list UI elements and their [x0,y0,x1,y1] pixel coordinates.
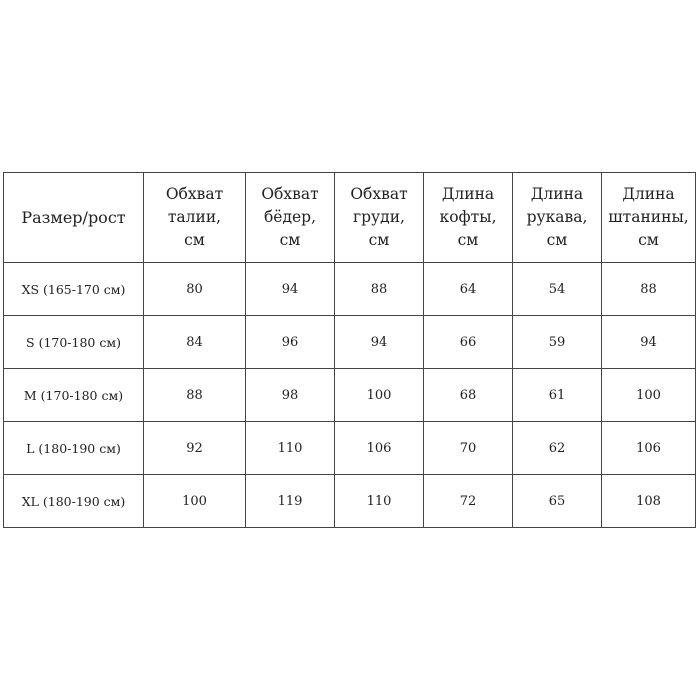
cell-jacket-length: 64 [423,262,513,316]
cell-hips: 110 [245,421,335,475]
cell-size-height: XS (165-170 см) [3,262,144,316]
cell-jacket-length: 70 [423,421,513,475]
header-row: Размер/рост Обхват талии, см Обхват бёдер, см О… [3,172,696,263]
cell-waist: 88 [143,368,246,422]
header-line: см [279,231,301,249]
cell-jacket-length: 66 [423,315,513,369]
cell-sleeve-length: 62 [512,421,602,475]
cell-jacket-length: 72 [423,474,513,528]
cell-trouser-length: 94 [601,315,696,369]
header-line: см [638,231,659,249]
header-line: см [368,231,390,249]
size-chart-table: Размер/рост Обхват талии, см Обхват бёдер, см О… [3,172,696,528]
cell-chest: 100 [334,368,424,422]
header-line: Размер/рост [21,208,126,227]
column-header-trouser-length: Длина штанины, см [601,172,696,263]
header-line: бёдер, [263,208,317,226]
cell-waist: 80 [143,262,246,316]
header-line: талии, [167,208,222,226]
header-line: Длина [622,185,675,203]
cell-trouser-length: 88 [601,262,696,316]
cell-jacket-length: 68 [423,368,513,422]
header-line: Обхват [165,185,224,203]
header-line: см [546,231,568,249]
cell-sleeve-length: 54 [512,262,602,316]
cell-size-height: M (170-180 см) [3,368,144,422]
header-line: Обхват [261,185,319,203]
header-line: кофты, [439,208,497,226]
table-row: M (170-180 см) 88 98 100 68 61 100 [3,368,696,422]
cell-trouser-length: 108 [601,474,696,528]
column-header-size-height: Размер/рост [3,172,144,263]
cell-waist: 84 [143,315,246,369]
cell-size-height: XL (180-190 см) [3,474,144,528]
cell-trouser-length: 106 [601,421,696,475]
table-row: XL (180-190 см) 100 119 110 72 65 108 [3,474,696,528]
column-header-sleeve-length: Длина рукава, см [512,172,602,263]
cell-waist: 92 [143,421,246,475]
table-row: XS (165-170 см) 80 94 88 64 54 88 [3,262,696,316]
header-line: см [457,231,479,249]
header-line: Длина [530,185,584,203]
header-line: груди, [353,208,405,226]
cell-size-height: L (180-190 см) [3,421,144,475]
header-line: штанины, [608,208,689,226]
cell-sleeve-length: 65 [512,474,602,528]
header-line: см [184,231,205,249]
cell-chest: 110 [334,474,424,528]
column-header-chest: Обхват груди, см [334,172,424,263]
header-line: рукава, [526,208,588,226]
cell-sleeve-length: 61 [512,368,602,422]
cell-size-height: S (170-180 см) [3,315,144,369]
cell-sleeve-length: 59 [512,315,602,369]
cell-chest: 106 [334,421,424,475]
cell-hips: 119 [245,474,335,528]
table-row: L (180-190 см) 92 110 106 70 62 106 [3,421,696,475]
cell-chest: 88 [334,262,424,316]
cell-chest: 94 [334,315,424,369]
column-header-jacket-length: Длина кофты, см [423,172,513,263]
header-line: Обхват [350,185,408,203]
cell-trouser-length: 100 [601,368,696,422]
cell-hips: 98 [245,368,335,422]
cell-hips: 96 [245,315,335,369]
column-header-hips: Обхват бёдер, см [245,172,335,263]
header-line: Длина [441,185,495,203]
column-header-waist: Обхват талии, см [143,172,246,263]
table-row: S (170-180 см) 84 96 94 66 59 94 [3,315,696,369]
cell-waist: 100 [143,474,246,528]
cell-hips: 94 [245,262,335,316]
